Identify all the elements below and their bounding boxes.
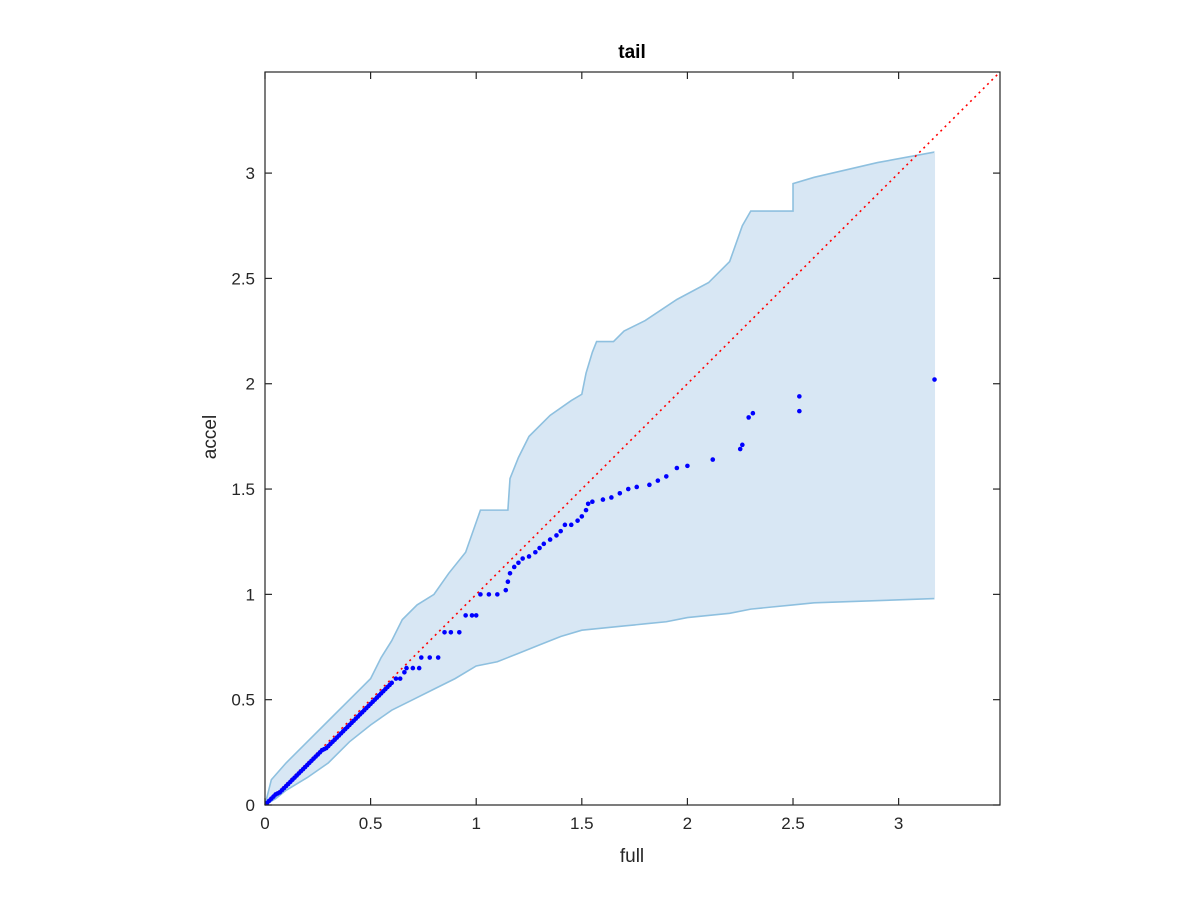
data-point	[583, 507, 589, 513]
band-upper-edge	[264, 151, 935, 806]
data-point	[634, 484, 640, 490]
data-point	[486, 592, 492, 597]
reference-line-layer	[264, 71, 1001, 806]
x-tick-label: 0.5	[359, 814, 383, 833]
data-point	[750, 410, 756, 416]
data-point	[404, 665, 409, 671]
data-point	[397, 676, 403, 681]
data-point	[655, 478, 661, 483]
data-point	[520, 556, 525, 561]
data-point	[625, 486, 631, 492]
data-point	[568, 522, 574, 528]
data-point	[516, 560, 521, 566]
x-tick-label: 1.5	[570, 814, 594, 833]
y-axis-label: accel	[200, 415, 221, 459]
data-point	[448, 629, 454, 635]
data-point	[585, 501, 591, 507]
data-point	[562, 522, 568, 528]
band-layer	[264, 151, 936, 806]
x-tick-label: 2	[683, 814, 692, 833]
data-point	[457, 629, 462, 635]
data-point	[435, 655, 441, 660]
y-tick-label: 1	[246, 585, 255, 604]
data-point	[797, 394, 802, 399]
y-tick-label: 0	[246, 796, 255, 815]
data-point	[389, 680, 395, 686]
data-point	[710, 457, 716, 462]
chart-title: tail	[618, 42, 645, 63]
data-point	[416, 665, 422, 671]
y-tick-label: 0.5	[231, 691, 255, 710]
data-point	[746, 415, 751, 420]
reference-line	[264, 71, 1001, 806]
data-point	[590, 499, 595, 504]
y-tick-label: 1.5	[231, 480, 255, 499]
data-point	[617, 490, 623, 496]
y-tick-label: 2.5	[231, 269, 255, 288]
data-point	[600, 497, 606, 502]
data-point	[609, 495, 614, 500]
data-point	[503, 587, 509, 593]
data-point	[558, 528, 563, 534]
x-tick-label: 0	[260, 814, 269, 833]
data-point	[674, 465, 680, 471]
data-point	[575, 518, 580, 523]
data-point	[402, 670, 407, 675]
y-tick-label: 3	[246, 164, 255, 183]
data-point	[685, 463, 690, 469]
axes-box	[264, 71, 1001, 806]
data-point	[507, 571, 513, 576]
band-fill	[265, 152, 935, 806]
data-point	[505, 579, 511, 585]
data-point	[554, 533, 559, 538]
data-point	[463, 613, 468, 618]
data-point	[393, 676, 399, 681]
data-point	[511, 564, 517, 570]
x-axis-label: full	[620, 846, 644, 867]
data-point	[478, 592, 483, 597]
data-point	[533, 549, 538, 555]
data-point	[663, 474, 669, 479]
data-point	[579, 514, 585, 519]
x-tick-label: 2.5	[781, 814, 805, 833]
data-point	[737, 446, 743, 452]
points-layer	[264, 377, 937, 806]
data-point	[427, 655, 433, 660]
data-point	[473, 613, 479, 618]
x-tick-label: 1	[471, 814, 480, 833]
axes-layer	[264, 71, 1001, 806]
data-point	[526, 554, 532, 559]
data-point	[418, 655, 424, 660]
data-point	[541, 541, 547, 547]
data-point	[797, 408, 802, 414]
data-point	[469, 613, 475, 618]
data-point	[442, 629, 447, 635]
band-lower-edge	[264, 597, 935, 806]
x-tick-label: 3	[894, 814, 903, 833]
ticks-layer: 0 0.5 1 1.5 2 2.5 3 0 0.5 1 1.5 2 2.5 3	[231, 72, 1000, 833]
data-point	[932, 377, 937, 382]
y-tick-label: 2	[246, 375, 255, 394]
data-point	[740, 442, 745, 448]
data-point	[537, 545, 542, 551]
data-point	[410, 665, 416, 671]
data-point	[647, 482, 652, 488]
data-point	[495, 592, 500, 597]
data-point	[547, 537, 553, 542]
